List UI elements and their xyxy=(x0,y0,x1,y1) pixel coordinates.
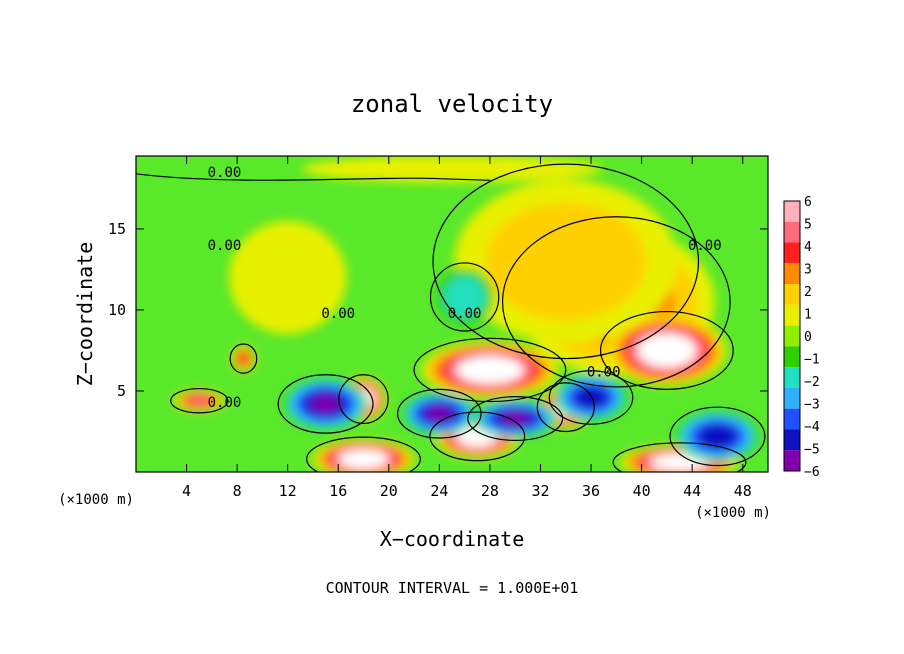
field-feature-2 xyxy=(648,339,685,362)
colorbar-swatch-9 xyxy=(784,387,800,409)
x-tick-label-3: 16 xyxy=(329,482,347,500)
x-axis-unit-right: (×1000 m) xyxy=(695,505,771,521)
contour-line-11 xyxy=(467,396,564,441)
field-feature-18 xyxy=(301,156,603,183)
colorbar-swatch-0 xyxy=(784,201,800,222)
contour-line-14 xyxy=(170,387,229,414)
colorbar-swatch-1 xyxy=(784,221,800,243)
contour-line-8 xyxy=(612,442,747,472)
colorbar-swatch-4 xyxy=(784,284,800,305)
field-feature-3 xyxy=(469,361,511,379)
field-feature-14 xyxy=(190,396,209,405)
contour-label-5: 0.00 xyxy=(688,238,722,254)
x-axis-unit-left: (×1000 m) xyxy=(58,492,134,508)
colorbar-swatch-2 xyxy=(784,242,800,264)
y-tick-label-2: 15 xyxy=(108,220,126,238)
x-tick-label-2: 12 xyxy=(279,482,297,500)
x-tick-label-4: 20 xyxy=(380,482,398,500)
colorbar-frame xyxy=(783,200,801,472)
contour-line-2 xyxy=(599,310,734,390)
colorbar-tick-label-7: −1 xyxy=(804,353,820,368)
x-tick-label-0: 4 xyxy=(182,482,191,500)
field-feature-16 xyxy=(443,276,486,318)
colorbar-swatch-10 xyxy=(784,408,800,430)
colorbar-tick-label-5: 1 xyxy=(804,308,812,323)
field-feature-1 xyxy=(485,202,647,321)
contour-label-0: 0.00 xyxy=(208,165,242,181)
colorbar-swatch-5 xyxy=(784,304,800,326)
colorbar-tick-label-2: 4 xyxy=(804,240,812,255)
field-feature-10 xyxy=(427,406,452,421)
x-tick-label-11: 48 xyxy=(734,482,752,500)
contour-line-15 xyxy=(229,343,258,374)
colorbar-swatch-6 xyxy=(784,325,800,347)
field-feature-6 xyxy=(464,429,491,443)
field-feature-15 xyxy=(237,351,250,366)
x-tick-label-6: 28 xyxy=(481,482,499,500)
plot-frame xyxy=(135,155,769,473)
contour-line-3 xyxy=(413,337,567,403)
x-tick-label-9: 40 xyxy=(633,482,651,500)
y-axis-label: Z−coordinate xyxy=(73,242,97,387)
x-tick-label-1: 8 xyxy=(233,482,242,500)
field-feature-17 xyxy=(228,221,347,334)
velocity-field xyxy=(173,156,760,472)
contour-labels: 0.00 0.00 0.00 0.00 0.00 0.00 0.00 xyxy=(208,165,722,411)
colorbar-swatch-3 xyxy=(784,263,800,285)
colorbar-tick-label-6: 0 xyxy=(804,330,812,345)
colorbar: 6 5 4 3 2 1 0 −1 −2 −3 −4 −5 −6 xyxy=(783,195,820,480)
plot-area xyxy=(136,156,768,472)
colorbar-tick-label-10: −4 xyxy=(804,420,820,435)
colorbar-swatch-11 xyxy=(784,429,800,451)
contour-line-9 xyxy=(277,374,374,434)
contour-label-2: 0.00 xyxy=(321,306,355,322)
x-axis-ticks: 4 8 12 16 20 24 28 32 36 40 44 48 xyxy=(182,156,752,500)
y-tick-label-0: 5 xyxy=(117,382,126,400)
colorbar-tick-label-4: 2 xyxy=(804,285,812,300)
x-tick-label-8: 36 xyxy=(582,482,600,500)
colorbar-tick-label-11: −5 xyxy=(804,443,820,458)
x-tick-label-7: 32 xyxy=(531,482,549,500)
x-axis-label: X−coordinate xyxy=(380,527,525,551)
colorbar-tick-label-8: −2 xyxy=(804,375,820,390)
contour-line-5 xyxy=(536,382,595,433)
colorbar-tick-label-1: 5 xyxy=(804,218,812,233)
contour-line-4 xyxy=(338,374,389,424)
y-tick-label-1: 10 xyxy=(108,301,126,319)
field-feature-12 xyxy=(573,386,609,409)
contour-line-top xyxy=(136,173,490,181)
colorbar-tick-label-3: 3 xyxy=(804,263,812,278)
contour-interval-footer: CONTOUR INTERVAL = 1.000E+01 xyxy=(326,579,579,597)
contour-label-1: 0.00 xyxy=(208,238,242,254)
colorbar-swatch-7 xyxy=(784,346,800,368)
contour-line-6 xyxy=(429,411,526,462)
chart-title: zonal velocity xyxy=(351,90,553,118)
x-tick-label-5: 24 xyxy=(430,482,448,500)
colorbar-tick-label-9: −3 xyxy=(804,398,820,413)
colorbar-swatch-8 xyxy=(784,367,800,388)
field-feature-7 xyxy=(348,453,379,465)
y-axis-ticks: 5 10 15 xyxy=(108,220,768,400)
field-feature-11 xyxy=(501,412,530,425)
field-feature-9 xyxy=(311,395,340,413)
colorbar-tick-label-12: −6 xyxy=(804,465,820,480)
contour-line-10 xyxy=(397,388,482,439)
contour-line-0 xyxy=(501,216,731,388)
contour-line-12 xyxy=(548,370,634,425)
x-tick-label-10: 44 xyxy=(683,482,701,500)
contour-label-6: 0.00 xyxy=(208,395,242,411)
colorbar-swatch-12 xyxy=(784,450,800,471)
contour-line-1 xyxy=(432,163,700,360)
field-feature-13 xyxy=(697,424,738,449)
zero-contours xyxy=(136,163,766,472)
contour-label-4: 0.00 xyxy=(587,364,621,380)
contour-label-3: 0.00 xyxy=(448,306,482,322)
contour-line-7 xyxy=(306,436,421,472)
colorbar-tick-label-0: 6 xyxy=(804,195,812,210)
contour-line-16 xyxy=(429,262,500,332)
contour-line-13 xyxy=(669,406,766,467)
